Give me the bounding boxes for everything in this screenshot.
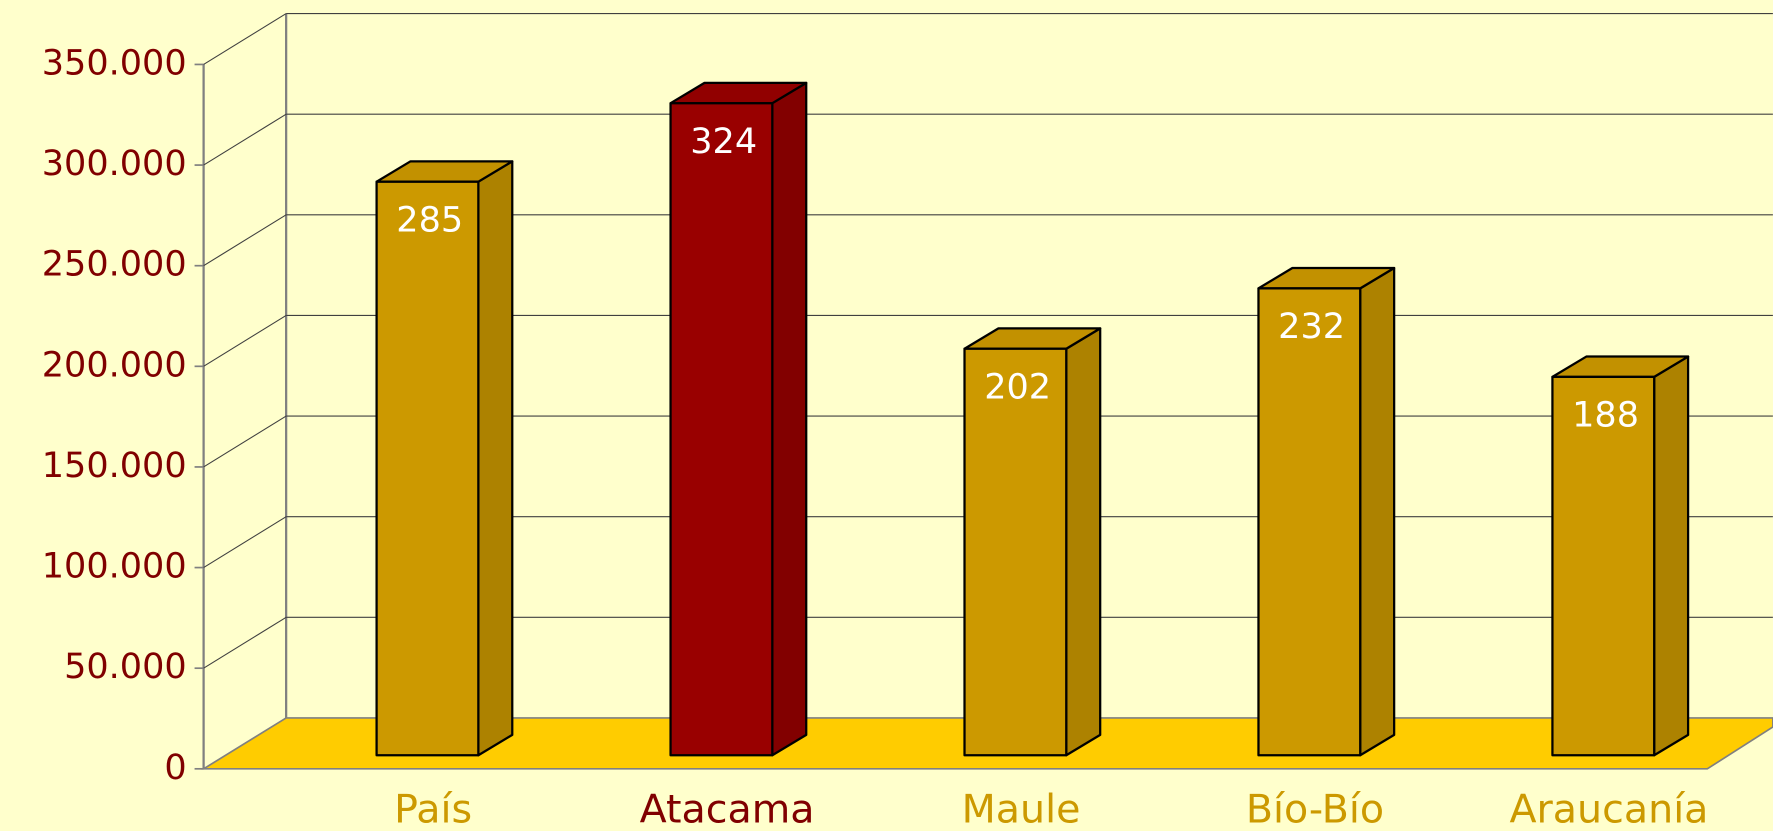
grid-line: [203, 415, 287, 468]
bar-side: [771, 81, 808, 757]
grid-line: [203, 516, 287, 569]
value-label: 202: [984, 366, 1051, 407]
bar-front: [1257, 287, 1362, 757]
x-tick-label: Bío-Bío: [1246, 786, 1384, 831]
bar-front: [1551, 375, 1656, 757]
y-tick-label: 50.000: [64, 646, 187, 687]
y-tick-label: 150.000: [42, 445, 187, 486]
value-label: 232: [1278, 306, 1345, 347]
x-tick-label: Maule: [962, 786, 1081, 831]
grid-line: [203, 113, 287, 166]
bar-side: [1359, 266, 1396, 757]
bar-side: [477, 160, 514, 757]
bar: [1551, 355, 1690, 757]
y-tick-label: 300.000: [42, 143, 187, 184]
grid-line: [203, 314, 287, 367]
bar: [669, 81, 808, 757]
y-tick-label: 250.000: [42, 244, 187, 285]
bar-front: [375, 180, 480, 757]
y-tick-label: 200.000: [42, 344, 187, 385]
bar: [375, 160, 514, 757]
bar-front: [669, 102, 774, 757]
y-tick-label: 100.000: [42, 546, 187, 587]
value-label: 285: [396, 199, 463, 240]
bar-side: [1065, 327, 1102, 757]
y-tick-label: 350.000: [42, 42, 187, 83]
x-tick-label: Atacama: [640, 786, 815, 831]
value-label: 324: [690, 121, 757, 162]
bar: [1257, 266, 1396, 757]
bar-side: [1653, 355, 1690, 757]
grid-line: [203, 616, 287, 669]
x-tick-label: Araucanía: [1509, 786, 1708, 831]
bar-front: [963, 347, 1068, 757]
x-tick-label: País: [394, 786, 472, 831]
y-tick-label: 0: [164, 747, 186, 788]
value-label: 188: [1572, 394, 1639, 435]
grid-line: [203, 214, 287, 267]
grid-line: [203, 13, 287, 65]
bar: [963, 327, 1102, 757]
